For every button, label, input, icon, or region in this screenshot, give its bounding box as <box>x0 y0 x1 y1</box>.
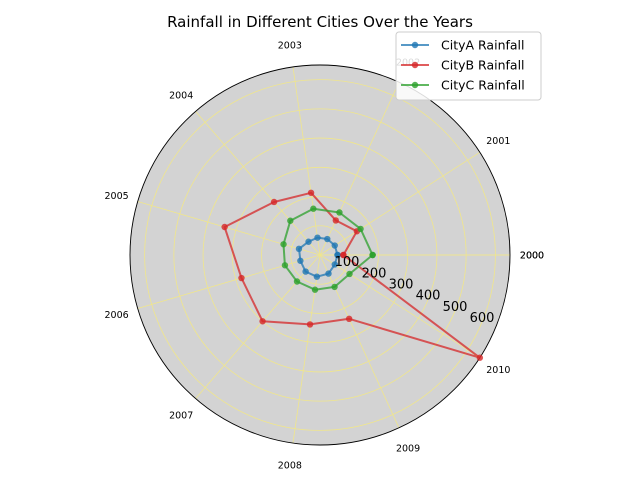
data-point <box>336 209 343 216</box>
legend: CityA Rainfall CityB Rainfall CityC Rainfa… <box>395 31 542 101</box>
angle-tick-label: 2004 <box>169 90 193 101</box>
data-point <box>281 262 289 269</box>
legend-label: CityB Rainfall <box>441 58 525 73</box>
data-point <box>332 217 339 224</box>
angle-tick-label: 2000 <box>520 251 544 262</box>
angular-grid-line <box>292 66 321 256</box>
data-point <box>331 261 338 268</box>
radial-tick-label: 100 <box>335 255 360 270</box>
angular-grid-line <box>195 111 321 256</box>
data-point <box>324 235 331 243</box>
series-layer <box>221 189 484 361</box>
angular-grid-line <box>319 151 481 256</box>
angle-tick-label: 2010 <box>486 365 510 376</box>
data-point <box>307 189 315 196</box>
angle-tick-label: 2008 <box>278 460 302 471</box>
data-point <box>346 270 353 278</box>
angular-grid-line <box>137 201 321 256</box>
data-point <box>476 354 484 361</box>
data-point <box>221 223 228 231</box>
radial-tick-label: 600 <box>470 311 495 326</box>
data-point <box>325 270 332 277</box>
data-point <box>259 318 266 325</box>
angular-grid-line <box>292 254 321 444</box>
data-point <box>331 283 338 291</box>
data-point <box>280 241 287 248</box>
angle-tick-label: 2000 <box>520 251 544 262</box>
plot-border <box>129 64 511 446</box>
data-point <box>311 286 319 293</box>
data-point <box>357 225 364 233</box>
angle-tick-label: 2003 <box>278 41 302 52</box>
data-point <box>331 242 338 249</box>
data-point <box>297 257 304 264</box>
data-point <box>340 251 347 259</box>
data-point <box>295 245 303 253</box>
data-point <box>310 205 317 212</box>
data-point <box>306 321 314 328</box>
data-point <box>313 273 321 280</box>
angle-tick-label: 2006 <box>104 310 128 321</box>
legend-swatch-marker <box>411 41 419 49</box>
legend-label: CityA Rainfall <box>441 38 525 53</box>
angular-grid-line <box>319 254 400 428</box>
grid <box>137 66 510 444</box>
angular-grid-line <box>195 254 321 399</box>
angular-grid-line <box>319 82 400 256</box>
data-point <box>345 315 353 323</box>
angle-tick-label: 2007 <box>169 411 193 422</box>
angle-tick-label: 2005 <box>104 191 128 202</box>
series-line-3 <box>282 207 374 291</box>
angular-grid-line <box>319 254 481 359</box>
angle-tick-label: 2009 <box>396 443 420 454</box>
legend-swatch-marker <box>411 61 419 69</box>
legend-swatch-marker <box>411 81 419 89</box>
legend-frame <box>395 31 542 101</box>
data-point <box>302 268 309 275</box>
data-point <box>305 238 312 245</box>
radial-tick-label: 200 <box>362 266 387 281</box>
data-point <box>293 278 301 285</box>
data-point <box>270 198 278 206</box>
data-point <box>314 234 321 241</box>
data-point <box>369 251 376 259</box>
data-point <box>334 251 341 259</box>
legend-label: CityC Rainfall <box>441 78 525 93</box>
radial-tick-label: 400 <box>416 289 441 304</box>
data-point <box>238 274 245 282</box>
data-point <box>287 217 294 224</box>
angular-grid-line <box>137 254 321 309</box>
radial-tick-label: 300 <box>389 278 414 293</box>
angle-tick-label: 2001 <box>486 136 510 147</box>
chart-title: Rainfall in Different Cities Over the Ye… <box>167 13 473 31</box>
radial-tick-label: 500 <box>443 300 468 315</box>
series-line-2 <box>223 191 481 359</box>
